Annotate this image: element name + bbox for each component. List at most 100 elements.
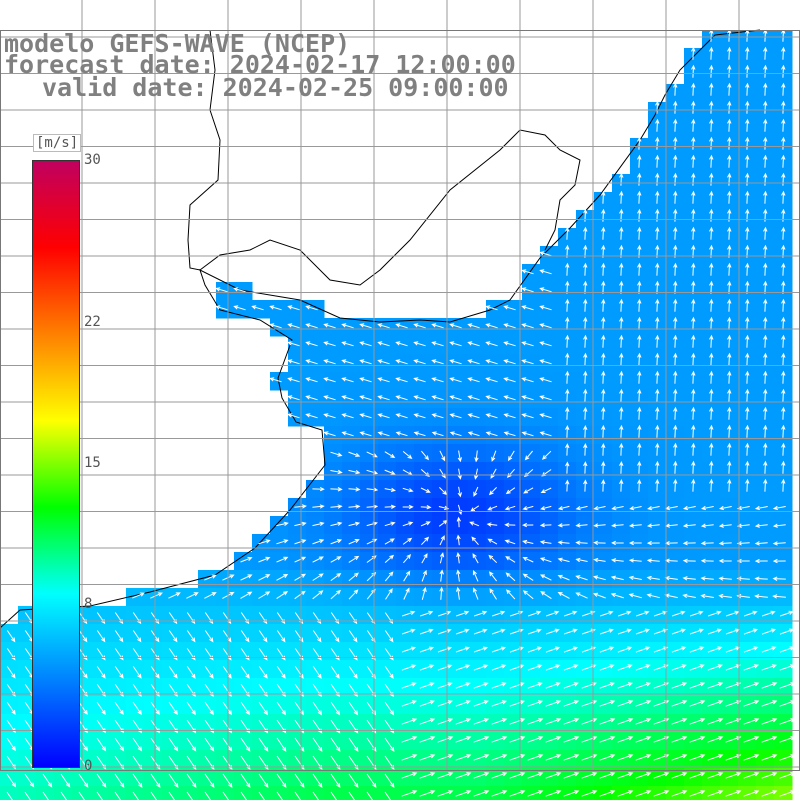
- wind-arrow: [727, 298, 732, 312]
- wind-arrow: [628, 575, 642, 581]
- wind-arrow: [539, 359, 552, 365]
- wind-arrow: [691, 136, 696, 150]
- wind-arrow: [635, 628, 650, 635]
- wind-arrow: [727, 460, 732, 474]
- wind-arrow: [727, 226, 732, 240]
- wind-arrow: [276, 737, 287, 752]
- wind-arrow: [763, 154, 768, 168]
- wind-arrow: [743, 664, 760, 671]
- wind-arrow: [521, 323, 534, 329]
- wind-arrow: [637, 280, 642, 294]
- wind-arrow: [186, 737, 197, 752]
- wind-arrow: [781, 460, 786, 474]
- wind-arrow: [646, 558, 660, 563]
- wind-arrow: [401, 664, 417, 671]
- wind-arrow: [727, 154, 732, 168]
- wind-arrow: [707, 628, 723, 635]
- wind-arrow: [637, 388, 642, 402]
- wind-arrow: [637, 406, 642, 420]
- wind-arrow: [431, 431, 444, 437]
- wind-arrow: [761, 628, 777, 635]
- wind-arrow: [528, 610, 542, 617]
- wind-arrow: [565, 443, 570, 456]
- wind-arrow: [727, 190, 732, 204]
- wind-arrow: [628, 523, 642, 528]
- wind-arrow: [527, 718, 544, 725]
- wind-arrow: [522, 557, 534, 563]
- wind-arrow: [763, 64, 768, 78]
- wind-speed-field: [0, 30, 793, 800]
- field-cell: [540, 786, 559, 800]
- wind-arrow: [682, 576, 696, 581]
- wind-arrow: [395, 359, 408, 365]
- wind-arrow: [599, 646, 615, 653]
- wind-arrow: [564, 610, 578, 617]
- wind-arrow: [592, 592, 606, 599]
- wind-arrow: [467, 395, 480, 401]
- field-cell: [216, 786, 235, 800]
- wind-arrow: [745, 352, 750, 366]
- wind-arrow: [473, 736, 490, 743]
- wind-arrow: [581, 754, 598, 761]
- wind-arrow: [743, 754, 760, 761]
- wind-arrow: [305, 395, 318, 401]
- wind-arrow: [486, 522, 498, 527]
- wind-arrow: [781, 136, 786, 150]
- wind-arrow: [341, 377, 354, 383]
- wind-arrow: [619, 190, 624, 204]
- wind-arrow: [745, 316, 750, 330]
- wind-arrow: [673, 280, 678, 294]
- wind-arrow: [709, 334, 714, 348]
- wind-arrow: [421, 536, 430, 546]
- wind-arrow: [583, 406, 588, 420]
- wind-arrow: [503, 323, 516, 329]
- wind-arrow: [629, 506, 642, 511]
- wind-arrow: [709, 28, 714, 42]
- wind-arrow: [545, 682, 561, 689]
- wind-arrow: [565, 479, 570, 492]
- wind-arrow: [509, 718, 526, 725]
- wind-arrow: [222, 666, 232, 679]
- wind-arrow: [691, 424, 696, 438]
- wind-arrow: [403, 587, 410, 600]
- wind-arrow: [673, 172, 678, 186]
- field-cell: [666, 786, 685, 800]
- wind-arrow: [305, 413, 318, 419]
- wind-arrow: [691, 46, 696, 60]
- wind-arrow: [474, 450, 479, 463]
- wind-arrow: [330, 791, 338, 800]
- wind-arrow: [601, 190, 606, 204]
- wind-arrow: [509, 754, 526, 761]
- wind-arrow: [718, 558, 732, 564]
- wind-arrow: [504, 539, 516, 545]
- wind-arrow: [348, 451, 361, 457]
- wind-arrow: [575, 557, 588, 563]
- wind-arrow: [772, 558, 786, 564]
- wind-arrow: [779, 772, 796, 779]
- wind-arrow: [637, 136, 642, 150]
- wind-arrow: [467, 359, 480, 365]
- wind-arrow: [743, 736, 760, 743]
- wind-arrow: [617, 700, 634, 707]
- wind-arrow: [341, 323, 354, 329]
- wind-arrow: [403, 554, 412, 564]
- wind-arrow: [745, 460, 750, 474]
- wind-arrow: [743, 790, 760, 797]
- wind-arrow: [384, 538, 395, 545]
- wind-arrow: [763, 136, 768, 150]
- wind-arrow: [168, 592, 181, 599]
- wind-arrow: [637, 226, 642, 240]
- wind-arrow: [763, 100, 768, 114]
- wind-arrow: [233, 305, 246, 311]
- wind-arrow: [472, 587, 479, 600]
- colorbar-tick-label: 8: [84, 596, 93, 613]
- wind-arrow: [539, 305, 552, 311]
- wind-arrow: [727, 46, 732, 60]
- wind-arrow: [545, 754, 562, 761]
- wind-arrow: [691, 316, 696, 330]
- wind-arrow: [557, 574, 570, 581]
- wind-arrow: [215, 287, 228, 293]
- wind-arrow: [635, 664, 651, 671]
